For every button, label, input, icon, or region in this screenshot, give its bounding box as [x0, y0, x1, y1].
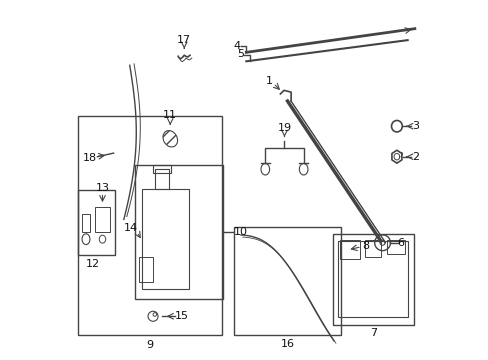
Bar: [82, 214, 89, 232]
Bar: [332, 234, 413, 324]
Text: 3: 3: [411, 121, 418, 131]
Text: 17: 17: [177, 35, 191, 45]
Bar: [386, 239, 404, 254]
Text: 16: 16: [280, 338, 294, 348]
Bar: [78, 116, 222, 334]
Text: 15: 15: [174, 311, 188, 321]
Bar: [135, 165, 222, 300]
Text: 5: 5: [237, 49, 244, 59]
Bar: [95, 207, 110, 232]
Text: 14: 14: [123, 224, 138, 233]
Text: 18: 18: [82, 153, 97, 163]
Text: 2: 2: [411, 152, 418, 162]
Text: 10: 10: [233, 227, 247, 237]
Text: 19: 19: [277, 123, 291, 133]
Bar: [139, 257, 153, 282]
Bar: [365, 240, 381, 257]
Text: 13: 13: [95, 183, 109, 193]
Text: 1: 1: [265, 76, 272, 86]
Bar: [340, 239, 359, 259]
Text: 6: 6: [397, 238, 404, 248]
Bar: [153, 165, 171, 173]
Text: 9: 9: [146, 340, 153, 350]
Text: 12: 12: [85, 259, 99, 269]
Text: 8: 8: [362, 241, 369, 251]
Bar: [78, 190, 115, 255]
Bar: [233, 227, 341, 334]
Bar: [142, 189, 188, 289]
Text: 11: 11: [163, 111, 177, 121]
Bar: [338, 241, 407, 318]
Text: 4: 4: [233, 41, 241, 51]
Bar: [155, 169, 169, 189]
Text: 7: 7: [369, 328, 376, 338]
